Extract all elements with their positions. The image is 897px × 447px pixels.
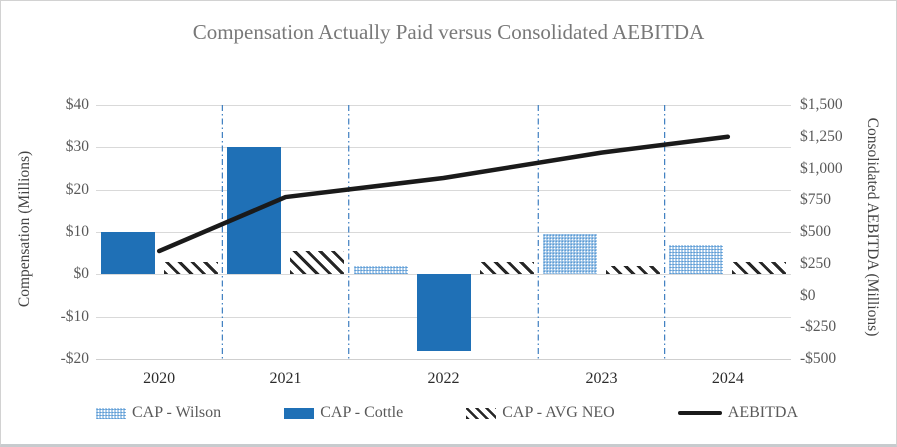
right-tick-label: -$250 bbox=[800, 318, 837, 336]
bar-cap-avg-neo-2021 bbox=[290, 251, 345, 275]
left-tick-label: $0 bbox=[73, 265, 90, 283]
right-tick-label: $0 bbox=[800, 286, 816, 304]
bar-cap-cottle-2022 bbox=[416, 274, 471, 351]
x-axis-label-2020: 2020 bbox=[143, 370, 176, 387]
x-axis-labels: 2020 2021 2022 2023 2024 bbox=[96, 370, 791, 392]
left-tick-label: $30 bbox=[65, 138, 89, 156]
right-tick-label: $250 bbox=[800, 254, 831, 272]
left-tick-label: $20 bbox=[65, 180, 89, 198]
right-tick-label: $500 bbox=[800, 223, 831, 240]
plot-area bbox=[96, 105, 791, 360]
right-axis-tick-labels: $1,500 $1,250 $1,000 $750 $500 $250 $0 -$250 -$5… bbox=[800, 96, 890, 367]
legend-item-aebitda: AEBITDA bbox=[677, 404, 798, 422]
gridline bbox=[96, 359, 791, 360]
right-tick-label: $1,500 bbox=[800, 96, 843, 113]
left-tick-label: $40 bbox=[65, 96, 89, 113]
gridline bbox=[96, 232, 791, 233]
bar-cap-cottle-2020 bbox=[100, 232, 155, 275]
legend-label: AEBITDA bbox=[727, 404, 798, 421]
left-tick-label: -$20 bbox=[60, 350, 89, 367]
legend-swatch-line-icon bbox=[677, 411, 722, 415]
bar-cap-wilson-2023 bbox=[542, 234, 597, 275]
x-axis-label-2021: 2021 bbox=[269, 370, 302, 387]
legend-swatch-dotted-icon bbox=[96, 407, 126, 419]
bar-cap-avg-neo-2023 bbox=[605, 265, 660, 275]
legend-item-cap-avg-neo: CAP - AVG NEO bbox=[466, 404, 615, 422]
legend: CAP - Wilson CAP - Cottle CAP - AVG NEO AEB… bbox=[96, 402, 798, 424]
bar-cap-avg-neo-2024 bbox=[732, 261, 787, 275]
legend-swatch-hatch-icon bbox=[466, 407, 497, 419]
legend-item-cap-cottle: CAP - Cottle bbox=[284, 404, 403, 422]
right-tick-label: $1,250 bbox=[800, 127, 843, 145]
legend-label: CAP - Wilson bbox=[132, 404, 222, 421]
x-axis-label-2023: 2023 bbox=[585, 370, 618, 387]
gridline bbox=[96, 147, 791, 149]
right-tick-label: $1,000 bbox=[800, 159, 843, 177]
bar-cap-wilson-2024 bbox=[669, 244, 724, 275]
left-tick-label: $10 bbox=[65, 223, 89, 240]
left-axis-tick-labels: $40 $30 $20 $10 $0 -$10 -$20 bbox=[1, 96, 90, 367]
x-axis-label-2022: 2022 bbox=[427, 370, 460, 387]
gridline bbox=[96, 105, 791, 106]
gridline bbox=[96, 189, 791, 191]
legend-item-cap-wilson: CAP - Wilson bbox=[96, 404, 221, 422]
legend-swatch-solid-icon bbox=[284, 407, 315, 419]
bar-cap-avg-neo-2022 bbox=[479, 261, 534, 275]
bar-cap-cottle-2021 bbox=[227, 147, 282, 275]
legend-label: CAP - Cottle bbox=[320, 404, 404, 421]
chart-title: Compensation Actually Paid versus Consol… bbox=[192, 20, 705, 44]
legend-label: CAP - AVG NEO bbox=[502, 404, 615, 421]
right-tick-label: -$500 bbox=[800, 350, 837, 367]
bar-cap-avg-neo-2020 bbox=[163, 261, 218, 275]
left-tick-label: -$10 bbox=[60, 307, 89, 325]
right-tick-label: $750 bbox=[800, 191, 831, 209]
x-axis-label-2024: 2024 bbox=[711, 370, 744, 387]
bar-cap-wilson-2022 bbox=[353, 265, 408, 275]
